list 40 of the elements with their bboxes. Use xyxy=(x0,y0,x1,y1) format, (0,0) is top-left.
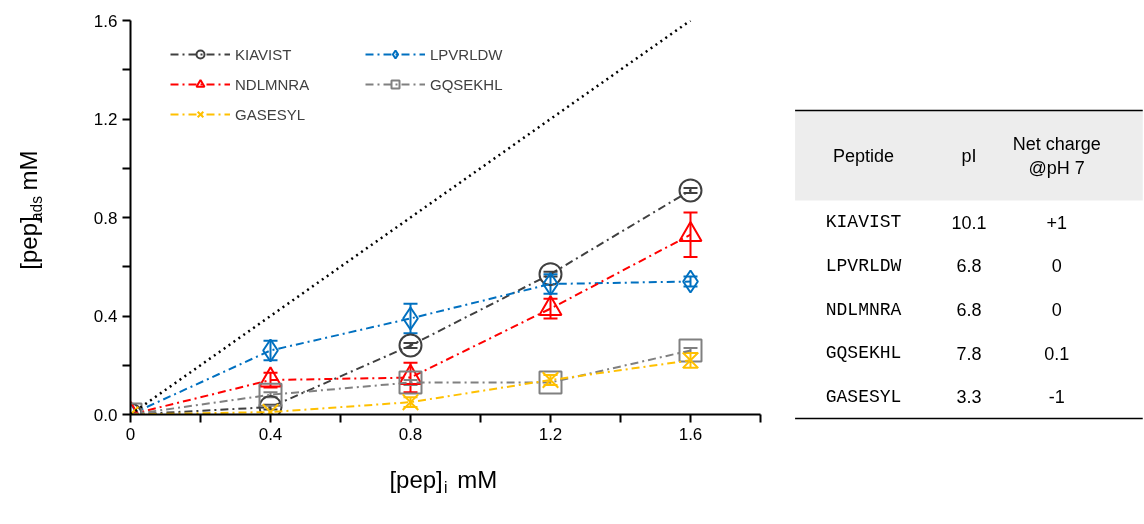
point xyxy=(678,338,703,363)
point xyxy=(538,262,563,287)
point xyxy=(538,370,563,395)
x-tick-label: 0 xyxy=(125,424,136,444)
text: 0 xyxy=(1051,256,1062,277)
y-tick-label: 0.4 xyxy=(93,307,118,326)
category-label: NDLMNRA xyxy=(825,299,902,320)
text: 3.3 xyxy=(956,387,982,408)
x-tick-label: 1.6 xyxy=(678,424,703,444)
point xyxy=(678,178,703,203)
x-tick-label: 1.2 xyxy=(538,424,563,444)
point xyxy=(398,333,423,358)
text: 0.1 xyxy=(1044,343,1070,364)
text: -1 xyxy=(1048,387,1065,408)
text: 6.8 xyxy=(956,300,982,320)
text: +1 xyxy=(1046,212,1067,233)
category-label: GASESYL xyxy=(825,386,902,407)
category-label: KIAVIST xyxy=(825,212,902,233)
legend-label: KIAVIST xyxy=(235,45,293,63)
y-tick-label: 0.0 xyxy=(93,405,118,425)
legend-label: GQSEKHL xyxy=(430,75,504,93)
point xyxy=(258,382,283,407)
text: 6.8 xyxy=(956,256,982,277)
category-label: Peptide xyxy=(833,145,895,166)
y-tick-label: 1.6 xyxy=(93,11,118,31)
y-tick-label: 0.8 xyxy=(93,208,118,228)
legend-label: GASESYL xyxy=(235,105,307,123)
legend-label: LPVRLDW xyxy=(430,45,504,63)
point xyxy=(398,370,423,395)
category-label: pI xyxy=(961,145,977,166)
category-label: LPVRLDW xyxy=(825,255,902,276)
y-tick-label: 1.2 xyxy=(93,110,118,129)
x-tick-label: 0.4 xyxy=(258,424,283,444)
legend-label: NDLMNRA xyxy=(235,75,311,93)
category-label: Net charge @pH 7 xyxy=(1012,133,1101,178)
text: 10.1 xyxy=(951,212,987,233)
text: 0 xyxy=(1051,300,1062,320)
text: 7.8 xyxy=(956,343,982,364)
x-tick-label: 0.8 xyxy=(398,424,423,444)
category-label: GQSEKHL xyxy=(825,343,902,364)
